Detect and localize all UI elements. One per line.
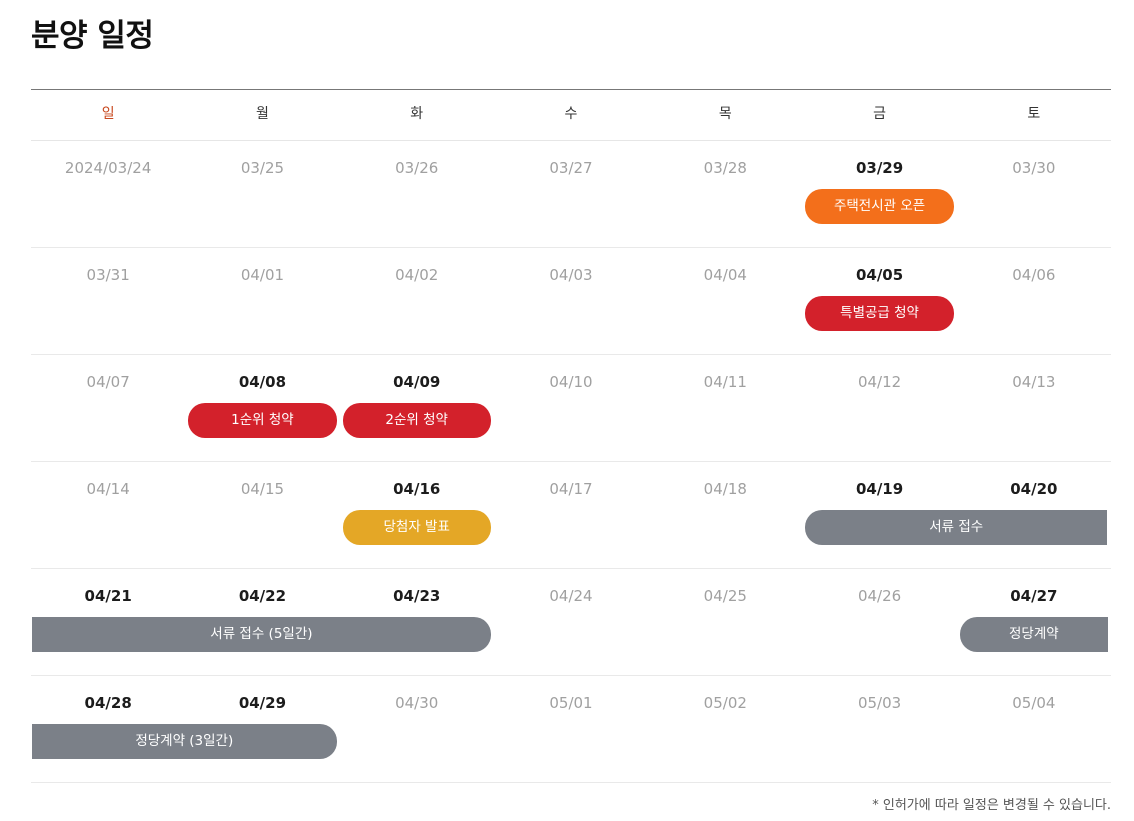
calendar-date: 04/27 — [1010, 587, 1058, 605]
calendar-date: 03/26 — [395, 159, 439, 177]
schedule-event: 주택전시관 오픈 — [805, 189, 954, 224]
calendar-date: 04/26 — [857, 587, 902, 605]
calendar-date: 04/12 — [857, 373, 902, 391]
calendar-week: 04/14 04/15 04/16 04/17 04/18 04/19 04/20 당첨자 발… — [31, 462, 1111, 569]
schedule-event: 특별공급 청약 — [805, 296, 954, 331]
calendar-date: 05/04 — [1012, 694, 1056, 712]
calendar-date: 04/07 — [86, 373, 130, 391]
weekday-header: 일 월 화 수 목 금 토 — [31, 90, 1111, 141]
calendar-date: 04/01 — [240, 266, 285, 284]
calendar-date: 04/30 — [395, 694, 439, 712]
schedule-event: 1순위 청약 — [188, 403, 337, 438]
calendar-week: 2024/03/24 03/25 03/26 03/27 03/28 03/29 03/30… — [31, 141, 1111, 248]
calendar-week: 04/07 04/08 04/09 04/10 04/11 04/12 04/13 1순위 청… — [31, 355, 1111, 462]
calendar-date: 03/30 — [1012, 159, 1056, 177]
calendar-date: 04/08 — [238, 373, 287, 391]
calendar-date: 04/10 — [549, 373, 593, 391]
calendar-date: 03/25 — [240, 159, 285, 177]
calendar-date: 04/15 — [240, 480, 285, 498]
weekday-thursday: 목 — [718, 106, 732, 122]
calendar-date: 2024/03/24 — [64, 159, 152, 177]
weekday-saturday: 토 — [1027, 106, 1041, 122]
calendar-date: 03/31 — [86, 266, 130, 284]
calendar-date: 03/28 — [703, 159, 747, 177]
weekday-friday: 금 — [873, 106, 886, 122]
calendar-date: 03/29 — [855, 159, 904, 177]
calendar-week: 03/31 04/01 04/02 04/03 04/04 04/05 04/06 특별공급 … — [31, 248, 1111, 355]
calendar-date: 04/06 — [1012, 266, 1056, 284]
calendar-date: 05/02 — [703, 694, 747, 712]
calendar-date: 05/03 — [857, 694, 902, 712]
calendar-date: 04/02 — [395, 266, 439, 284]
schedule-notice: * 인허가에 따라 일정은 변경될 수 있습니다. — [872, 798, 1111, 813]
calendar-date: 04/29 — [238, 694, 287, 712]
weekday-wednesday: 수 — [564, 106, 578, 122]
calendar-date: 04/21 — [84, 587, 132, 605]
calendar-date: 04/25 — [703, 587, 747, 605]
calendar-grid: 2024/03/24 03/25 03/26 03/27 03/28 03/29 03/30… — [31, 141, 1111, 783]
schedule-event: 정당계약 — [959, 617, 1108, 652]
calendar-date: 04/16 — [393, 480, 441, 498]
schedule-event: 서류 접수 (5일간) — [32, 617, 491, 652]
weekday-sunday: 일 — [101, 106, 115, 122]
calendar-date: 04/09 — [393, 373, 441, 391]
schedule-event: 당첨자 발표 — [342, 510, 491, 545]
schedule-event: 2순위 청약 — [342, 403, 491, 438]
schedule-event: 정당계약 (3일간) — [32, 724, 337, 759]
calendar-date: 05/01 — [549, 694, 593, 712]
calendar-date: 04/11 — [703, 373, 747, 391]
schedule-event: 서류 접수 — [805, 510, 1107, 545]
calendar-date: 04/18 — [703, 480, 747, 498]
weekday-monday: 월 — [255, 106, 269, 122]
calendar-date: 04/05 — [855, 266, 904, 284]
weekday-tuesday: 화 — [410, 106, 424, 122]
calendar-date: 04/13 — [1012, 373, 1056, 391]
calendar-date: 03/27 — [549, 159, 593, 177]
calendar-date: 04/04 — [703, 266, 747, 284]
calendar-week: 04/21 04/22 04/23 04/24 04/25 04/26 04/27 서류 접수… — [31, 569, 1111, 676]
top-divider — [31, 89, 1111, 90]
page-title: 분양 일정 — [31, 18, 154, 54]
calendar-date: 04/19 — [855, 480, 904, 498]
calendar-date: 04/24 — [549, 587, 593, 605]
calendar-date: 04/22 — [238, 587, 287, 605]
calendar-date: 04/17 — [549, 480, 593, 498]
calendar-week: 04/28 04/29 04/30 05/01 05/02 05/03 05/04 정당계약 … — [31, 676, 1111, 783]
calendar-date: 04/20 — [1010, 480, 1058, 498]
calendar-date: 04/14 — [86, 480, 130, 498]
calendar-date: 04/03 — [549, 266, 593, 284]
calendar-date: 04/23 — [393, 587, 441, 605]
calendar-date: 04/28 — [84, 694, 132, 712]
